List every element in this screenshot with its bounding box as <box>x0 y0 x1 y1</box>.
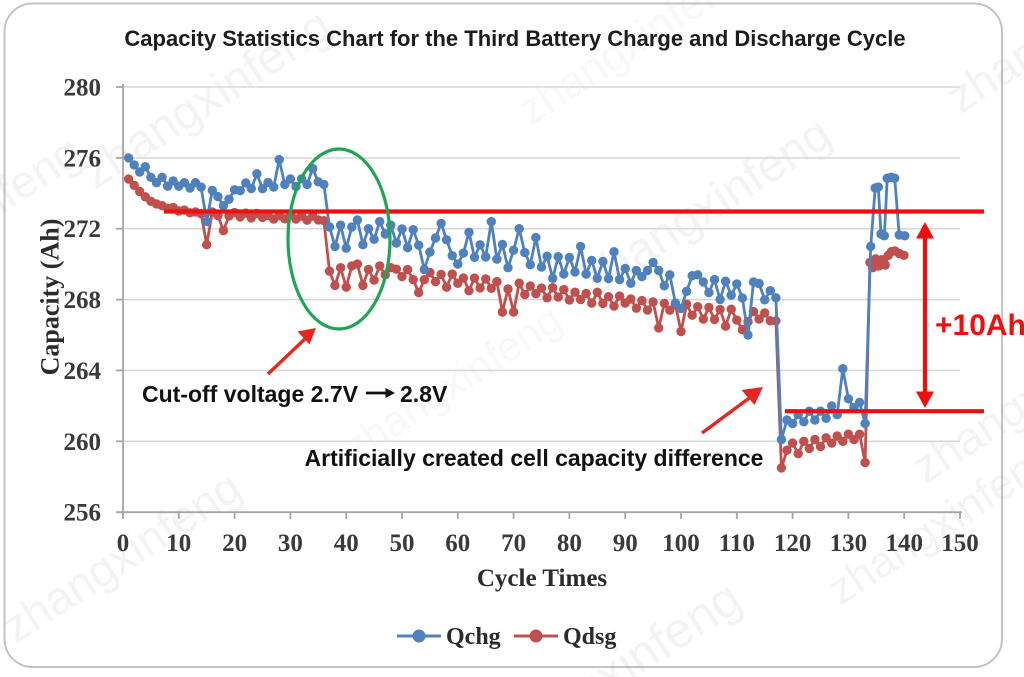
svg-text:Capacity Statistics Chart for: Capacity Statistics Chart for the Third … <box>124 26 905 51</box>
svg-text:140: 140 <box>885 530 923 557</box>
svg-text:150: 150 <box>941 530 979 557</box>
svg-text:Artificially created cell capa: Artificially created cell capacity diffe… <box>305 445 764 471</box>
svg-text:0: 0 <box>117 530 130 557</box>
svg-text:40: 40 <box>334 530 359 557</box>
svg-text:272: 272 <box>64 216 102 243</box>
svg-text:20: 20 <box>222 530 247 557</box>
svg-text:Qdsg: Qdsg <box>563 624 616 650</box>
svg-text:268: 268 <box>64 287 102 314</box>
svg-text:Capacity (Ah): Capacity (Ah) <box>36 219 65 376</box>
svg-text:260: 260 <box>64 429 102 456</box>
svg-text:80: 80 <box>557 530 582 557</box>
svg-text:70: 70 <box>501 530 526 557</box>
svg-text:120: 120 <box>774 530 812 557</box>
svg-text:2.8V: 2.8V <box>400 381 448 407</box>
svg-text:30: 30 <box>278 530 303 557</box>
svg-text:50: 50 <box>390 530 415 557</box>
svg-text:276: 276 <box>64 145 102 172</box>
svg-text:+10Ah: +10Ah <box>935 309 1024 342</box>
svg-text:100: 100 <box>662 530 700 557</box>
svg-text:Qchg: Qchg <box>446 624 501 650</box>
svg-text:90: 90 <box>613 530 638 557</box>
svg-text:110: 110 <box>719 530 755 557</box>
svg-text:Cut-off voltage 2.7V: Cut-off voltage 2.7V <box>142 381 359 407</box>
svg-text:264: 264 <box>64 358 102 385</box>
svg-text:256: 256 <box>64 500 102 527</box>
svg-text:Cycle Times: Cycle Times <box>477 565 608 592</box>
svg-text:60: 60 <box>445 530 470 557</box>
svg-text:280: 280 <box>64 75 102 102</box>
svg-text:130: 130 <box>830 530 868 557</box>
svg-text:10: 10 <box>166 530 191 557</box>
